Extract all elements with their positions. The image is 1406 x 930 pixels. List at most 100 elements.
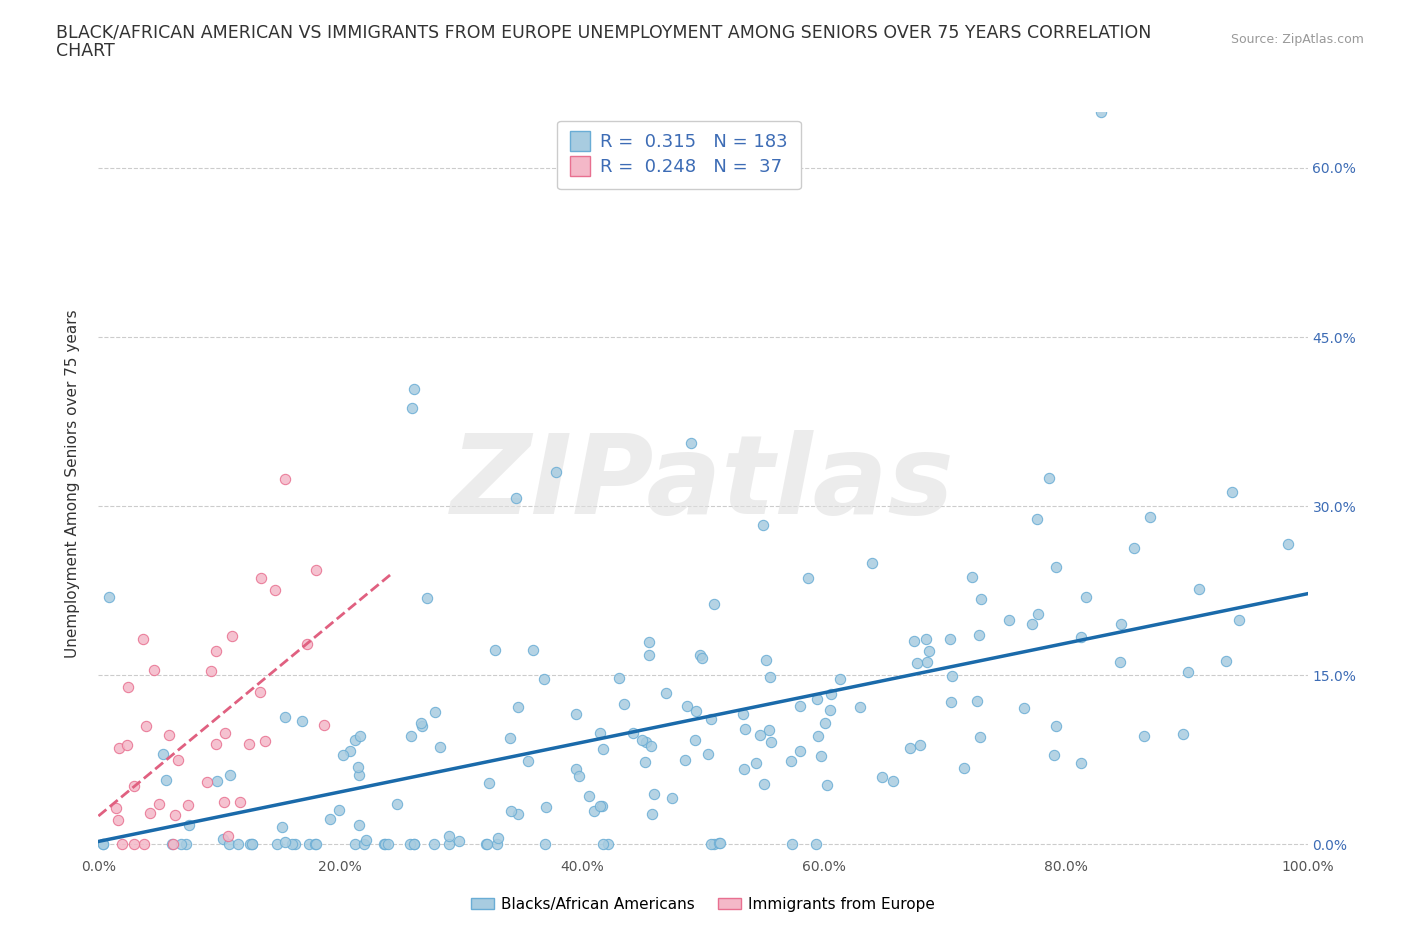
Point (152, 747, 174, 762)
Point (402, 837, 425, 852)
Point (506, 699, 529, 714)
Point (273, 472, 295, 486)
Point (568, 768, 591, 783)
Point (634, 755, 657, 770)
Point (634, 735, 657, 750)
Point (332, 748, 354, 763)
Point (807, 728, 830, 743)
Point (447, 833, 470, 848)
Point (399, 837, 422, 852)
Point (416, 591, 439, 605)
Point (941, 695, 963, 710)
Point (870, 770, 893, 785)
Point (592, 741, 614, 756)
Point (533, 837, 555, 852)
Point (240, 837, 263, 852)
Point (411, 716, 433, 731)
Point (898, 740, 921, 755)
Point (240, 837, 263, 852)
Point (402, 837, 425, 852)
Point (374, 837, 396, 852)
Point (689, 648, 711, 663)
Point (217, 829, 239, 844)
Point (266, 837, 288, 852)
Point (1026, 512, 1049, 526)
Point (759, 735, 782, 750)
Point (238, 737, 260, 751)
Point (621, 725, 644, 740)
Point (517, 753, 540, 768)
Point (305, 562, 328, 577)
Point (638, 635, 661, 650)
Point (124, 837, 146, 852)
Point (110, 837, 132, 852)
Point (1045, 560, 1067, 575)
Point (997, 612, 1019, 627)
Point (759, 670, 782, 684)
Point (162, 837, 184, 852)
Point (903, 634, 925, 649)
Point (484, 643, 506, 658)
Point (676, 698, 699, 713)
Point (1171, 727, 1194, 742)
Point (780, 837, 803, 852)
Point (641, 807, 664, 822)
Point (1177, 665, 1199, 680)
Point (700, 711, 723, 726)
Legend: R =  0.315   N = 183, R =  0.248   N =  37: R = 0.315 N = 183, R = 0.248 N = 37 (557, 121, 800, 189)
Point (1038, 471, 1060, 485)
Point (353, 837, 375, 852)
Point (1090, 104, 1112, 119)
Point (533, 671, 555, 686)
Point (685, 733, 707, 748)
Point (522, 642, 544, 657)
Point (343, 732, 366, 747)
Point (546, 464, 568, 479)
Point (499, 730, 522, 745)
Point (107, 812, 129, 827)
Point (818, 702, 841, 717)
Point (221, 629, 243, 644)
Point (377, 837, 399, 852)
Point (582, 804, 605, 818)
Point (953, 761, 976, 776)
Point (143, 662, 166, 677)
Point (960, 570, 983, 585)
Point (703, 597, 725, 612)
Point (91, 837, 114, 852)
Point (709, 836, 731, 851)
Point (135, 718, 157, 733)
Point (226, 837, 249, 852)
Point (212, 832, 235, 847)
Legend: Blacks/African Americans, Immigrants from Europe: Blacks/African Americans, Immigrants fro… (464, 891, 942, 918)
Point (733, 762, 755, 777)
Point (205, 644, 228, 658)
Point (1139, 510, 1161, 525)
Point (534, 800, 557, 815)
Point (139, 805, 162, 820)
Point (165, 808, 187, 823)
Point (849, 699, 872, 714)
Point (733, 707, 755, 722)
Point (638, 648, 661, 663)
Point (328, 803, 350, 817)
Point (752, 777, 775, 791)
Point (486, 830, 509, 845)
Point (98, 590, 121, 604)
Point (249, 571, 271, 586)
Point (148, 796, 170, 811)
Point (613, 697, 636, 711)
Point (589, 725, 612, 740)
Point (284, 837, 307, 852)
Point (696, 747, 718, 762)
Point (167, 753, 190, 768)
Point (675, 752, 697, 767)
Point (475, 837, 498, 852)
Point (588, 799, 610, 814)
Point (205, 736, 228, 751)
Point (214, 725, 236, 740)
Point (734, 722, 756, 737)
Point (685, 704, 707, 719)
Point (170, 837, 193, 852)
Point (967, 628, 990, 643)
